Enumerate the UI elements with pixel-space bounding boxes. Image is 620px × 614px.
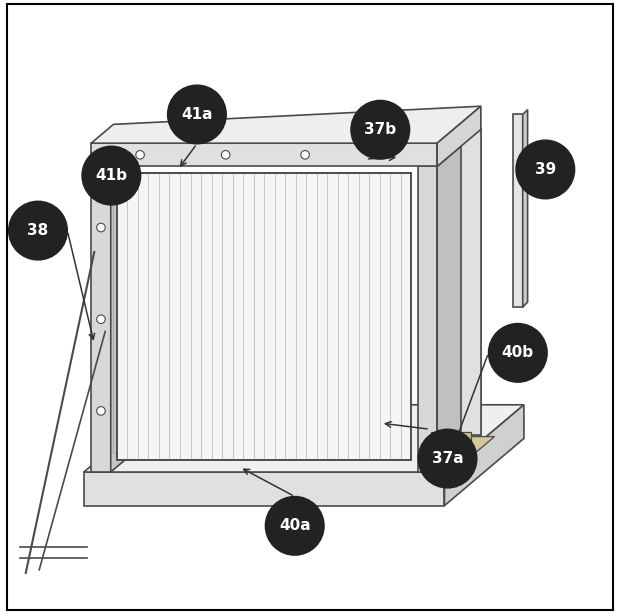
- Circle shape: [97, 315, 105, 324]
- Polygon shape: [91, 143, 437, 166]
- Text: 39: 39: [534, 162, 556, 177]
- Text: eReplacementParts.com: eReplacementParts.com: [238, 325, 382, 338]
- Polygon shape: [91, 106, 481, 143]
- Circle shape: [97, 406, 105, 415]
- Circle shape: [82, 146, 141, 205]
- Circle shape: [97, 223, 105, 232]
- Circle shape: [351, 101, 410, 159]
- Polygon shape: [445, 405, 524, 506]
- Text: 41a: 41a: [181, 107, 213, 122]
- Text: 41b: 41b: [95, 168, 127, 183]
- Circle shape: [167, 85, 226, 144]
- Circle shape: [221, 150, 230, 159]
- Circle shape: [489, 324, 547, 382]
- Polygon shape: [84, 405, 524, 472]
- Circle shape: [265, 497, 324, 555]
- Text: 37a: 37a: [432, 451, 463, 466]
- Polygon shape: [523, 109, 528, 307]
- Polygon shape: [84, 472, 445, 506]
- Text: 40a: 40a: [279, 518, 311, 534]
- Polygon shape: [461, 130, 481, 435]
- Circle shape: [301, 150, 309, 159]
- Circle shape: [516, 140, 575, 199]
- Polygon shape: [117, 173, 412, 460]
- Polygon shape: [437, 106, 481, 166]
- Text: 40b: 40b: [502, 345, 534, 360]
- Text: 38: 38: [27, 223, 48, 238]
- Text: 37b: 37b: [364, 122, 396, 138]
- Polygon shape: [111, 147, 133, 472]
- Polygon shape: [431, 432, 471, 457]
- Polygon shape: [431, 437, 495, 457]
- Circle shape: [136, 150, 144, 159]
- Polygon shape: [513, 114, 523, 307]
- Polygon shape: [437, 130, 481, 472]
- Polygon shape: [418, 166, 437, 472]
- Circle shape: [418, 429, 477, 488]
- Polygon shape: [91, 166, 111, 472]
- Circle shape: [9, 201, 68, 260]
